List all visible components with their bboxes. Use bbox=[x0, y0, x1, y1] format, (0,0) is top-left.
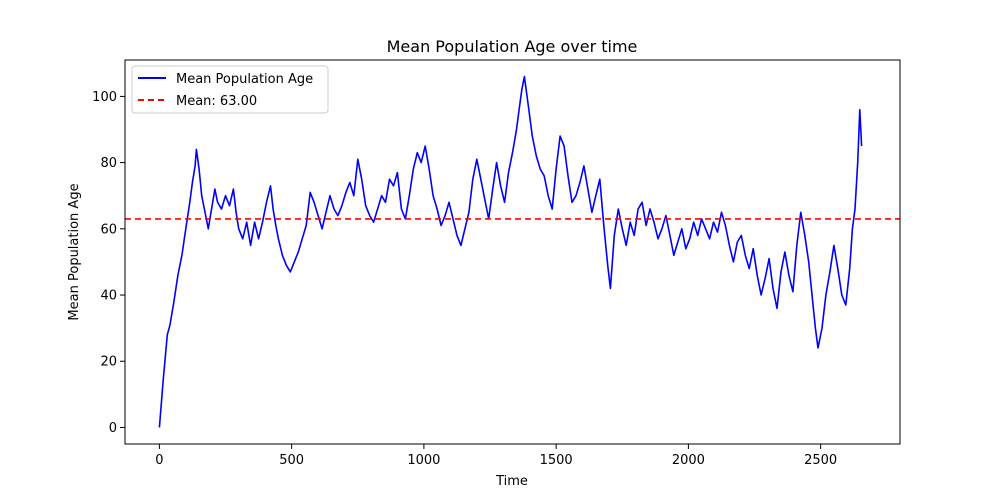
legend-label-mean-line: Mean: 63.00 bbox=[176, 94, 257, 109]
y-tick-label: 40 bbox=[100, 289, 117, 304]
axes-frame bbox=[124, 59, 901, 445]
x-tick-label: 2500 bbox=[804, 453, 837, 468]
y-tick-label: 80 bbox=[100, 156, 117, 171]
y-tick-label: 20 bbox=[100, 355, 117, 370]
x-tick-label: 0 bbox=[155, 453, 163, 468]
y-axis: 0 20 40 60 80 100 bbox=[92, 90, 125, 436]
x-axis-label: Time bbox=[495, 474, 528, 489]
y-tick-label: 60 bbox=[100, 222, 117, 237]
legend: Mean Population Age Mean: 63.00 bbox=[131, 65, 329, 114]
chart-title: Mean Population Age over time bbox=[387, 37, 638, 56]
y-axis-label: Mean Population Age bbox=[67, 183, 82, 320]
y-tick-label: 100 bbox=[92, 90, 117, 105]
x-axis: 0 500 1000 1500 2000 2500 bbox=[155, 444, 837, 468]
y-tick-label: 0 bbox=[109, 421, 117, 436]
x-tick-label: 1500 bbox=[540, 453, 573, 468]
x-tick-label: 1000 bbox=[407, 453, 440, 468]
x-tick-label: 500 bbox=[279, 453, 304, 468]
x-tick-label: 2000 bbox=[672, 453, 705, 468]
legend-box bbox=[131, 65, 329, 114]
legend-label-mean-population-age: Mean Population Age bbox=[176, 72, 313, 87]
series-line-mean-population-age bbox=[158, 75, 863, 428]
data-layer bbox=[125, 75, 900, 428]
plot-area bbox=[124, 59, 901, 445]
